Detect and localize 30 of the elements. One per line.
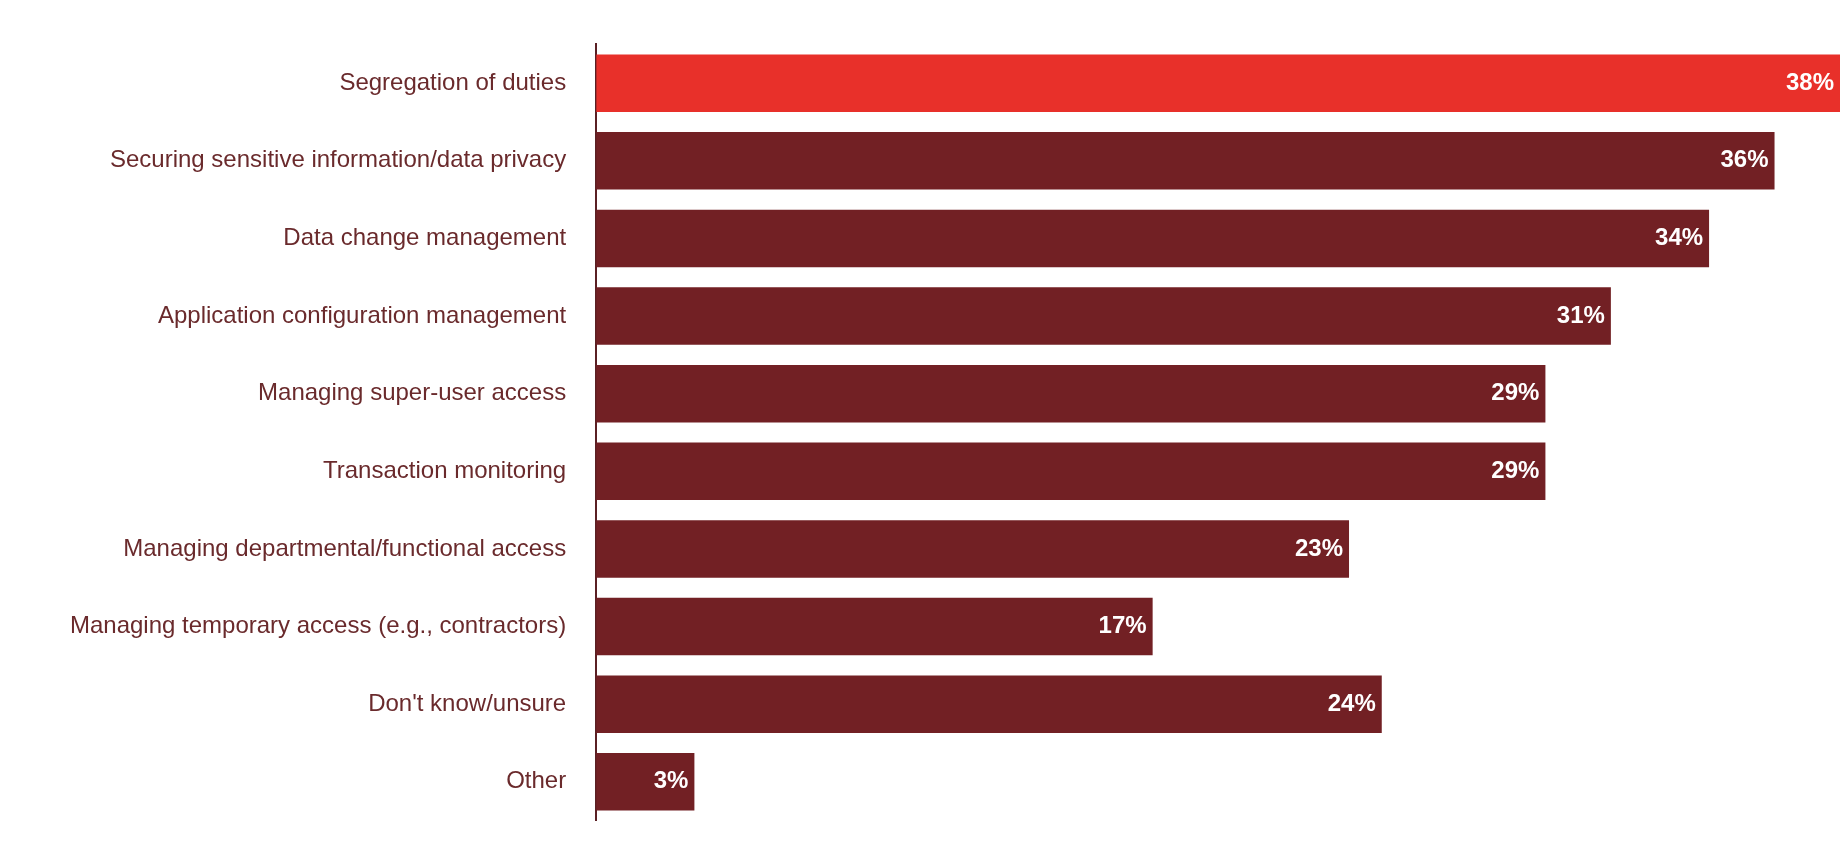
data-label: 29% <box>1491 455 1540 483</box>
bar <box>596 54 1840 112</box>
y-tick-label: Securing sensitive information/data privacy <box>109 145 567 173</box>
bar <box>596 442 1546 501</box>
bar <box>596 364 1546 423</box>
bar <box>596 132 1775 190</box>
y-tick-label: Transaction monitoring <box>322 455 567 483</box>
bar <box>596 520 1350 578</box>
bar <box>596 209 1710 268</box>
y-tick-label: Managing temporary access (e.g., contractors) <box>69 611 567 639</box>
data-label: 23% <box>1294 533 1344 561</box>
data-label: 3% <box>653 766 689 794</box>
bar <box>596 287 1611 345</box>
y-tick-label: Managing super-user access <box>258 378 567 406</box>
y-tick-label: Segregation of duties <box>339 67 567 95</box>
bar <box>596 753 695 811</box>
data-label: 38% <box>1785 67 1834 95</box>
data-label: 31% <box>1556 300 1605 328</box>
data-label: 24% <box>1327 688 1376 716</box>
y-tick-label: Managing departmental/functional access <box>123 533 567 561</box>
bar <box>596 675 1382 733</box>
y-tick-label: Application configuration management <box>157 300 567 328</box>
y-tick-label: Other <box>506 766 567 794</box>
y-tick-label: Data change management <box>283 223 567 251</box>
data-label: 36% <box>1720 145 1769 173</box>
data-label: 29% <box>1491 378 1540 406</box>
y-tick-label: Don't know/unsure <box>368 688 567 716</box>
bar <box>596 597 1153 656</box>
data-label: 17% <box>1098 611 1147 639</box>
data-label: 34% <box>1655 223 1704 251</box>
